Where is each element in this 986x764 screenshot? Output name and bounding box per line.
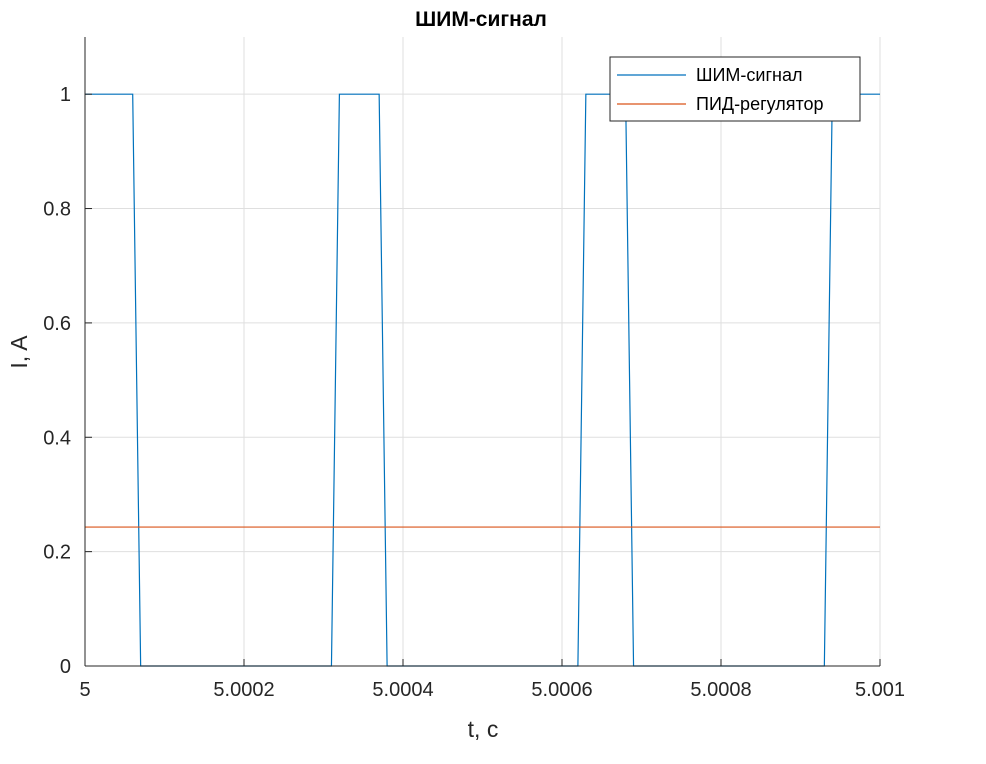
tick-labels: 5 5.0002 5.0004 5.0006 5.0008 5.001 0 0.2 0.4 0.6…	[43, 84, 905, 701]
legend: ШИМ-сигнал ПИД-регулятор	[609, 56, 861, 122]
y-axis-label: I, A	[6, 335, 32, 369]
x-tick-label: 5	[79, 679, 90, 701]
x-tick-label: 5.001	[855, 679, 905, 701]
y-tick-label: 0.6	[43, 313, 71, 335]
x-tick-label: 5.0004	[372, 679, 433, 701]
y-tick-label: 0.8	[43, 199, 71, 221]
x-tick-label: 5.0006	[531, 679, 592, 701]
x-axis-label: t, c	[468, 716, 499, 742]
x-tick-label: 5.0002	[213, 679, 274, 701]
series-line-0	[85, 93, 880, 667]
y-tick-label: 0.2	[43, 542, 71, 564]
legend-box	[609, 56, 861, 122]
y-tick-label: 0.4	[43, 427, 71, 449]
series-lines	[85, 93, 880, 667]
grid-lines	[85, 37, 881, 666]
axes	[84, 37, 881, 667]
y-tick-label: 1	[60, 84, 71, 106]
x-tick-label: 5.0008	[690, 679, 751, 701]
y-tick-label: 0	[60, 656, 71, 678]
legend-label-pwm: ШИМ-сигнал	[696, 65, 803, 85]
legend-label-pid: ПИД-регулятор	[696, 94, 824, 114]
chart-title: ШИМ-сигнал	[415, 8, 547, 31]
